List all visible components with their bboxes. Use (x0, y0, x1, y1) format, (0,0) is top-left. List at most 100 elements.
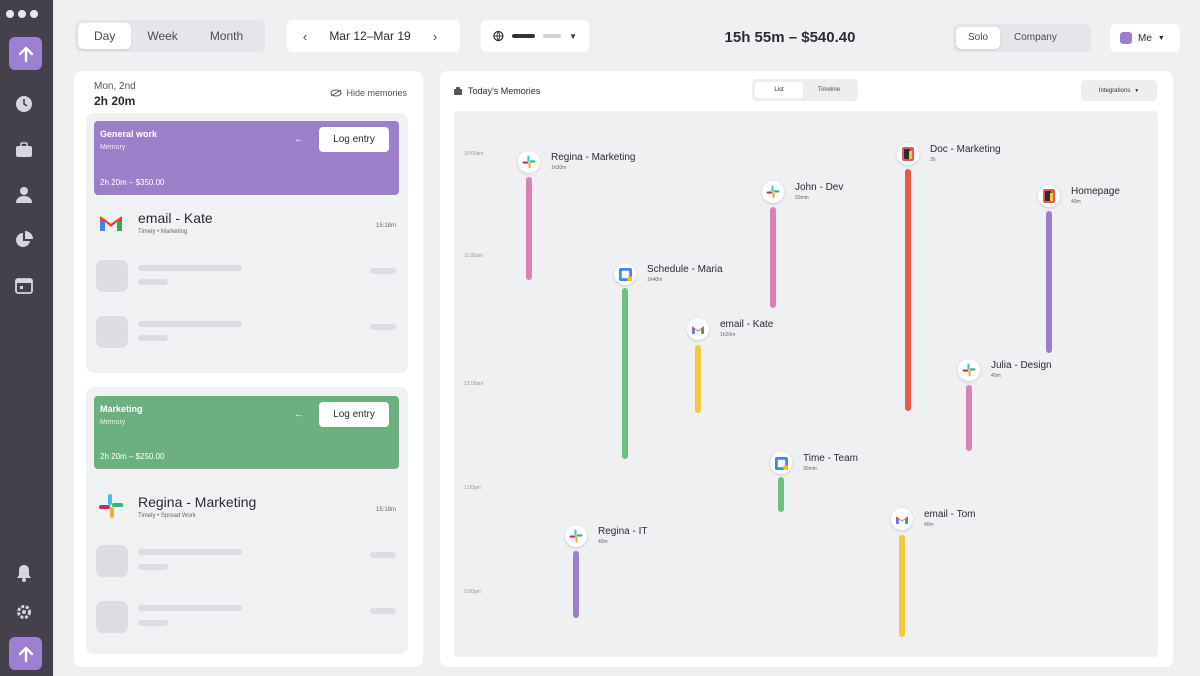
banner-subtitle: Memory (100, 419, 126, 426)
view-switcher: Day Week Month (75, 20, 265, 52)
placeholder-line (370, 608, 396, 614)
user-avatar-icon (1120, 32, 1132, 44)
filter-bar-dark (511, 34, 536, 38)
app-logo-icon[interactable] (9, 37, 42, 70)
scope-solo-button[interactable]: Solo (956, 27, 1001, 49)
event-bar[interactable] (966, 385, 972, 451)
event-duration: 40m (598, 539, 608, 545)
event-duration: 1h40m (647, 277, 663, 283)
event-duration: 40m (1071, 199, 1081, 205)
placeholder-avatar (96, 601, 128, 633)
event-duration: 40m (991, 373, 1001, 379)
event-label[interactable]: Doc - Marketing (930, 144, 1001, 155)
scope-company-button[interactable]: Company (1014, 32, 1057, 43)
slack-icon[interactable] (958, 359, 980, 381)
doc-icon[interactable] (1038, 185, 1060, 207)
calendar-icon[interactable] (614, 263, 636, 285)
integrations-dropdown[interactable]: Integrations ▼ (1081, 80, 1157, 101)
filter-dropdown[interactable]: ▼ (481, 20, 589, 52)
view-day-button[interactable]: Day (78, 23, 132, 49)
entry-title[interactable]: Regina - Marketing (138, 494, 257, 510)
time-tick-label: 12:00pm (464, 381, 484, 387)
event-label[interactable]: email - Tom (924, 509, 976, 520)
event-label[interactable]: Regina - Marketing (551, 152, 636, 163)
app-logo-bottom-icon[interactable] (9, 637, 42, 670)
log-entry-button[interactable]: Log entry (319, 402, 389, 427)
event-bar[interactable] (622, 288, 628, 459)
event-duration: 50min (795, 195, 809, 201)
slack-icon[interactable] (762, 181, 784, 203)
bell-icon[interactable] (13, 562, 35, 584)
arrow-left-icon[interactable]: ← (294, 134, 304, 145)
hide-memories-toggle[interactable]: Hide memories (330, 88, 407, 98)
chevron-down-icon: ▼ (1157, 34, 1165, 42)
log-entry-button[interactable]: Log entry (319, 127, 389, 152)
calendar-icon[interactable] (770, 452, 792, 474)
panel-title: Today's Memories (468, 86, 541, 96)
slack-icon[interactable] (565, 525, 587, 547)
user-menu[interactable]: Me ▼ (1110, 24, 1180, 52)
toggle-list-button[interactable]: List (755, 82, 803, 98)
next-week-button[interactable]: › (432, 28, 438, 44)
event-duration: 1h20m (720, 332, 736, 338)
toggle-timeline-button[interactable]: Timeline (817, 87, 841, 93)
pie-chart-icon[interactable] (13, 229, 35, 251)
view-week-button[interactable]: Week (147, 29, 178, 43)
doc-icon[interactable] (897, 143, 919, 165)
window-controls[interactable] (6, 10, 38, 18)
event-bar[interactable] (573, 551, 579, 618)
event-bar[interactable] (905, 169, 911, 411)
view-month-button[interactable]: Month (209, 29, 244, 43)
calendar-icon[interactable] (13, 274, 35, 296)
clock-icon[interactable] (13, 93, 35, 115)
event-label[interactable]: email - Kate (720, 319, 774, 330)
event-duration: 2h (930, 157, 936, 163)
placeholder-line (138, 620, 168, 626)
slack-icon[interactable] (518, 151, 540, 173)
banner-title: Marketing (100, 404, 143, 414)
filter-bar-light (543, 34, 562, 38)
event-label[interactable]: Schedule - Maria (647, 264, 723, 275)
settings-gear-icon[interactable] (13, 601, 35, 623)
briefcase-icon[interactable] (13, 139, 35, 161)
arrow-left-icon[interactable]: ← (294, 409, 304, 420)
chevron-down-icon: ▼ (569, 31, 577, 41)
placeholder-line (138, 279, 168, 285)
person-icon[interactable] (13, 184, 35, 206)
placeholder-avatar (96, 545, 128, 577)
event-label[interactable]: Homepage (1071, 186, 1120, 197)
event-bar[interactable] (770, 207, 776, 308)
event-bar[interactable] (1046, 211, 1052, 353)
entry-time: 15:18m (375, 223, 396, 229)
entry-title[interactable]: email - Kate (138, 210, 213, 226)
memory-banner[interactable]: General work Memory 2h 20m – $350.00 ← L… (94, 121, 399, 195)
day-total: 2h 20m (94, 94, 136, 108)
day-date: Mon, 2nd (94, 81, 136, 92)
event-duration: 40m (924, 522, 934, 528)
event-duration: 1h30m (551, 165, 567, 171)
date-navigator: ‹ Mar 12–Mar 19 › (287, 20, 460, 52)
slack-icon (98, 493, 124, 524)
event-label[interactable]: Julia - Design (991, 360, 1052, 371)
placeholder-line (370, 324, 396, 330)
event-duration: 30min (803, 466, 817, 472)
memory-icon (454, 87, 462, 95)
chevron-down-icon: ▼ (1134, 87, 1140, 94)
event-bar[interactable] (695, 345, 701, 413)
date-range-label: Mar 12–Mar 19 (329, 29, 411, 43)
gmail-icon[interactable] (891, 508, 913, 530)
event-label[interactable]: Regina - IT (598, 526, 648, 537)
event-bar[interactable] (778, 477, 784, 512)
left-rail (0, 0, 53, 676)
event-bar[interactable] (899, 535, 905, 637)
eye-hidden-icon (330, 89, 342, 97)
time-tick-label: 10:00am (464, 151, 484, 157)
event-label[interactable]: Time - Team (803, 453, 859, 464)
entry-subtitle: Timely • Spread Work (138, 513, 196, 519)
banner-amount: 2h 20m – $250.00 (100, 452, 165, 461)
gmail-icon[interactable] (687, 318, 709, 340)
memory-banner[interactable]: Marketing Memory 2h 20m – $250.00 ← Log … (94, 396, 399, 469)
event-bar[interactable] (526, 177, 532, 280)
event-label[interactable]: John - Dev (795, 182, 844, 193)
prev-week-button[interactable]: ‹ (302, 28, 308, 44)
